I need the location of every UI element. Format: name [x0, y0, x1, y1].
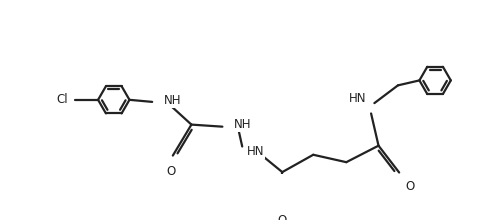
- Text: Cl: Cl: [57, 93, 68, 106]
- Text: O: O: [405, 180, 415, 193]
- Text: HN: HN: [247, 145, 265, 158]
- Text: O: O: [278, 214, 287, 220]
- Text: HN: HN: [349, 92, 366, 105]
- Text: NH: NH: [164, 94, 181, 107]
- Text: NH: NH: [234, 118, 251, 131]
- Text: O: O: [166, 165, 176, 178]
